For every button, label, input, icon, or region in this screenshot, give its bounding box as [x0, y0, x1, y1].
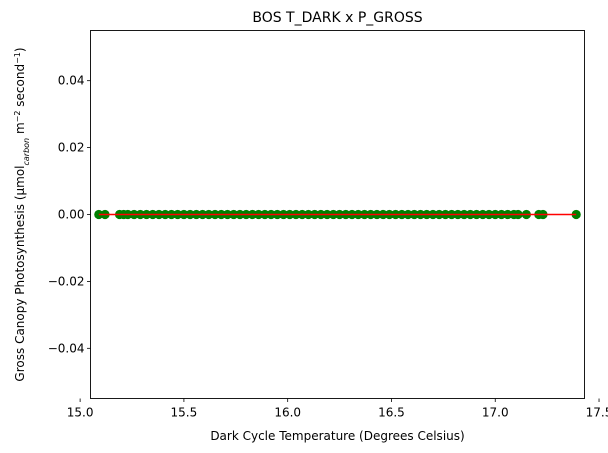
x-tick-label: 16.0: [274, 406, 301, 420]
y-tick-label: −0.04: [48, 341, 85, 355]
y-tick-label: 0.00: [58, 208, 85, 222]
y-axis-label-sup1: −2: [13, 111, 22, 123]
x-axis-ticks: 15.0 15.5 16.0 16.5 17.0 17.5: [67, 398, 608, 420]
x-axis-label: Dark Cycle Temperature (Degrees Celsius): [210, 429, 464, 443]
x-tick-label: 16.5: [378, 406, 405, 420]
y-tick-label: −0.02: [48, 274, 85, 288]
scatter-point: [571, 209, 581, 220]
chart-title: BOS T_DARK x P_GROSS: [252, 10, 422, 26]
y-axis-ticks: 0.04 0.02 0.00 −0.02 −0.04: [48, 74, 91, 355]
x-tick-label: 17.0: [482, 406, 509, 420]
y-tick-label: 0.02: [58, 141, 85, 155]
y-axis-label-sup2: −1: [13, 52, 22, 64]
plot-area: 15.0 15.5 16.0 16.5 17.0 17.5 0.04 0.02 0.00 −0.…: [48, 30, 608, 420]
y-tick-label: 0.04: [58, 74, 85, 88]
data-marks: [94, 209, 581, 220]
x-tick-label: 17.5: [586, 406, 608, 420]
y-axis-label-prefix: Gross Canopy Photosynthesis (µmol: [13, 166, 27, 382]
y-axis-label-middle: m: [13, 122, 27, 138]
x-tick-label: 15.0: [67, 406, 94, 420]
y-axis-label: Gross Canopy Photosynthesis (µmolcarbon …: [13, 47, 31, 381]
y-axis-label-suffix: ): [13, 47, 27, 52]
y-axis-label-subscript: carbon: [22, 138, 31, 166]
y-axis-label-middle2: second: [13, 64, 27, 111]
x-tick-label: 15.5: [171, 406, 198, 420]
